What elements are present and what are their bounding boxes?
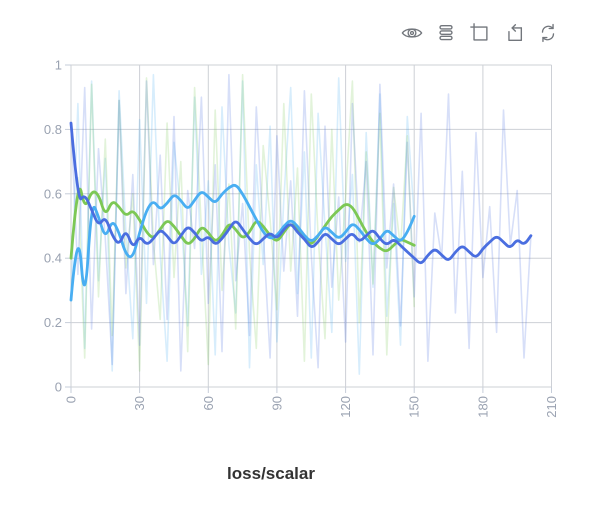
chart-title: loss/scalar xyxy=(227,464,315,483)
refresh-button[interactable] xyxy=(537,22,559,44)
run-list-button[interactable] xyxy=(435,22,457,44)
y-tick-label: 0.4 xyxy=(44,251,62,266)
refresh-icon xyxy=(541,23,555,43)
series-run-1-raw xyxy=(70,73,416,375)
chart-toolbar xyxy=(401,22,559,44)
series-run-3-raw xyxy=(70,73,532,372)
eye-icon xyxy=(401,28,423,38)
y-tick-label: 0.8 xyxy=(44,122,62,137)
x-tick-label: 0 xyxy=(64,396,79,403)
x-tick-label: 150 xyxy=(407,396,422,418)
x-tick-label: 30 xyxy=(132,396,147,410)
x-tick-label: 120 xyxy=(338,396,353,418)
zoom-selection-button[interactable] xyxy=(469,22,491,44)
y-tick-label: 0.2 xyxy=(44,315,62,330)
restore-view-button[interactable] xyxy=(503,22,525,44)
series-run-1-smoothed xyxy=(69,183,416,302)
restore-icon xyxy=(508,24,523,42)
y-tick-label: 0 xyxy=(55,380,62,395)
x-tick-label: 60 xyxy=(201,396,216,410)
y-tick-label: 0.6 xyxy=(44,186,62,201)
x-tick-label: 180 xyxy=(475,396,490,418)
series-run-3-smoothed xyxy=(69,121,533,265)
x-tick-label: 210 xyxy=(544,396,559,418)
zoom-select-icon xyxy=(470,23,488,41)
series-run-2-raw xyxy=(70,73,416,372)
y-tick-label: 1 xyxy=(55,58,62,73)
visibility-button[interactable] xyxy=(401,22,423,44)
loss-scalar-chart-plot[interactable]: 0 30 60 90 120 150 180 210 0 0.2 0.4 0.6 0.8 1 xyxy=(0,0,601,450)
series-run-2-smoothed xyxy=(69,187,416,260)
x-tick-label: 90 xyxy=(269,396,284,410)
layers-icon xyxy=(439,24,453,41)
